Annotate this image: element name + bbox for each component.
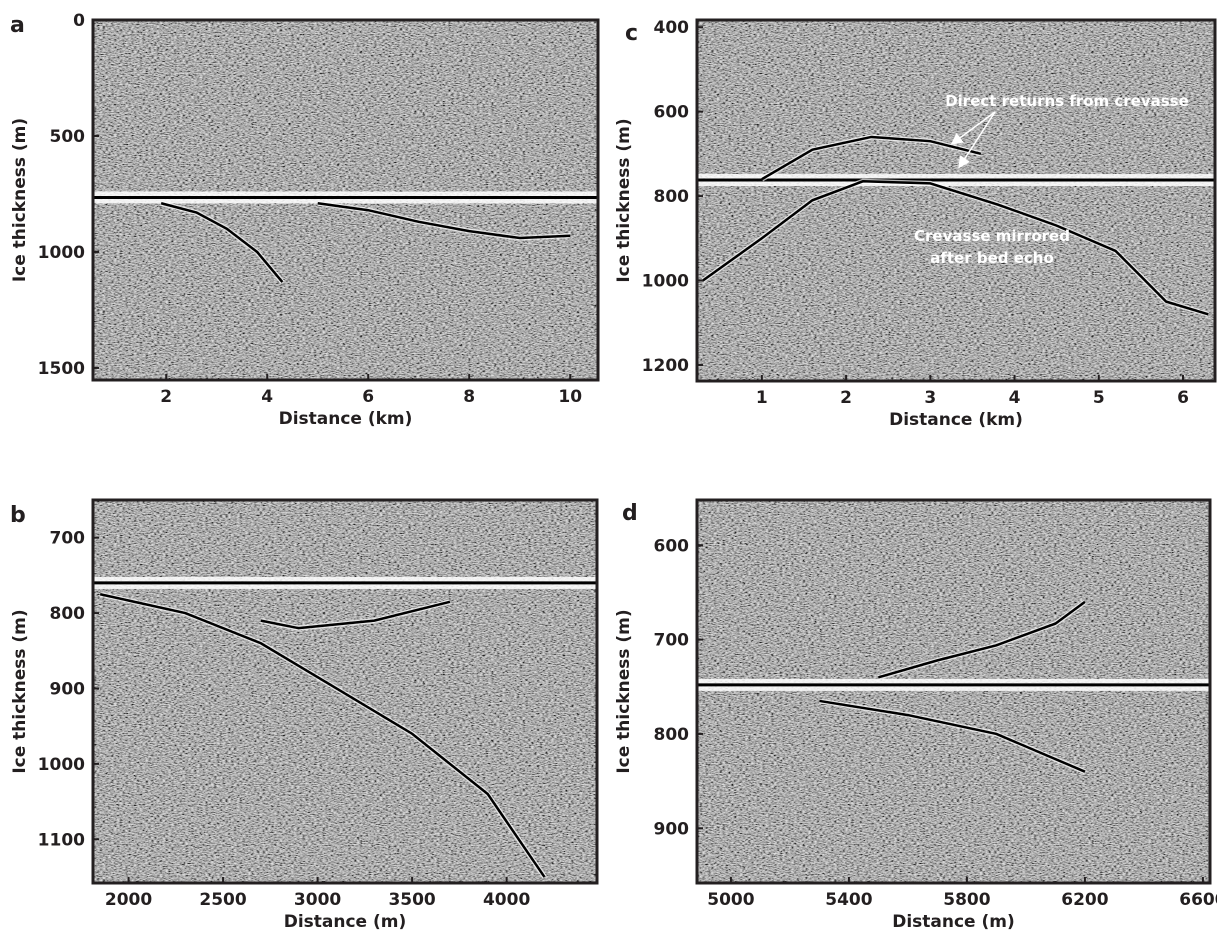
x-tick-label: 6200	[1061, 890, 1108, 910]
panel: 2000 2500 3000 3500 4000 700 800 900 1000 1100 Dis…	[10, 498, 599, 932]
y-axis-label: Ice thickness (m)	[614, 609, 634, 773]
y-tick-label: 1000	[38, 755, 85, 775]
x-axis-label: Distance (km)	[889, 410, 1023, 430]
y-tick-label: 600	[654, 103, 690, 123]
y-axis-label: Ice thickness (m)	[10, 118, 30, 282]
radargram-image	[93, 20, 598, 380]
y-tick-label: 1100	[38, 830, 85, 850]
y-tick-label: 1000	[38, 243, 85, 263]
plot-frame	[695, 18, 1217, 383]
reflector	[702, 180, 1209, 316]
reflector	[317, 202, 571, 240]
y-tick-label: 1000	[642, 272, 689, 292]
y-tick-label: 500	[50, 127, 86, 147]
y-tick-label: 700	[50, 529, 86, 549]
panel-label: d	[622, 501, 638, 526]
x-axis-label: Distance (m)	[284, 912, 407, 932]
plot-frame	[695, 498, 1212, 885]
panel: 5000 5400 5800 6200 6600 600 700 800 900 Distance…	[614, 498, 1217, 932]
panel-label: a	[10, 13, 25, 38]
x-tick-label: 5000	[707, 890, 754, 910]
x-tick-label: 2	[840, 388, 852, 408]
x-tick-label: 4	[261, 387, 273, 407]
panel-label: c	[625, 21, 638, 46]
y-tick-label: 600	[654, 536, 690, 556]
annotation: Direct returns from crevasse	[945, 92, 1189, 110]
annotation: Crevasse mirrored	[914, 227, 1070, 245]
x-tick-label: 5800	[943, 890, 990, 910]
x-tick-label: 5	[1093, 388, 1105, 408]
reflector	[878, 600, 1086, 679]
y-tick-label: 900	[50, 679, 86, 699]
radargram-image	[93, 500, 597, 883]
reflector	[819, 699, 1086, 773]
y-tick-label: 1500	[38, 359, 85, 379]
radargram-image	[697, 500, 1210, 883]
y-axis-label: Ice thickness (m)	[10, 609, 30, 773]
reflector	[761, 135, 982, 181]
x-tick-label: 2000	[105, 890, 152, 910]
panel: 1 2 3 4 5 6 400 600 800 1000 1200 Distance (km) Ice …	[614, 18, 1217, 430]
y-tick-label: 1200	[642, 356, 689, 376]
plot-frame	[91, 18, 600, 382]
arrow	[958, 111, 996, 169]
x-tick-label: 6	[1177, 388, 1189, 408]
arrow	[950, 111, 996, 145]
x-tick-label: 1	[756, 388, 768, 408]
x-tick-label: 4000	[483, 890, 530, 910]
y-tick-label: 800	[654, 725, 690, 745]
noise	[697, 500, 1210, 883]
x-tick-label: 3000	[294, 890, 341, 910]
y-tick-label: 800	[654, 187, 690, 207]
y-tick-label: 700	[654, 631, 690, 651]
x-axis-label: Distance (m)	[892, 912, 1015, 932]
reflector	[160, 202, 284, 283]
x-tick-label: 8	[463, 387, 475, 407]
x-tick-label: 2500	[199, 890, 246, 910]
plot-frame	[91, 498, 599, 885]
radargram-image	[697, 20, 1215, 381]
x-axis-label: Distance (km)	[279, 409, 413, 429]
x-tick-label: 5400	[825, 890, 872, 910]
y-axis-label: Ice thickness (m)	[614, 118, 634, 282]
y-tick-label: 900	[654, 819, 690, 839]
x-tick-label: 3500	[388, 890, 435, 910]
annotation: after bed echo	[930, 249, 1054, 267]
panel: 2 4 6 8 10 0 500 1000 1500 Distance (km) Ice thick…	[10, 11, 600, 429]
reflector	[99, 593, 546, 878]
reflector	[260, 600, 451, 630]
x-tick-label: 2	[160, 387, 172, 407]
x-tick-label: 3	[924, 388, 936, 408]
x-tick-label: 6600	[1179, 890, 1217, 910]
x-tick-label: 6	[362, 387, 374, 407]
noise	[697, 20, 1215, 381]
y-tick-label: 0	[73, 11, 85, 31]
y-tick-label: 800	[50, 604, 86, 624]
x-tick-label: 10	[558, 387, 582, 407]
panel-label: b	[10, 503, 26, 528]
x-tick-label: 4	[1009, 388, 1021, 408]
y-tick-label: 400	[654, 18, 690, 38]
